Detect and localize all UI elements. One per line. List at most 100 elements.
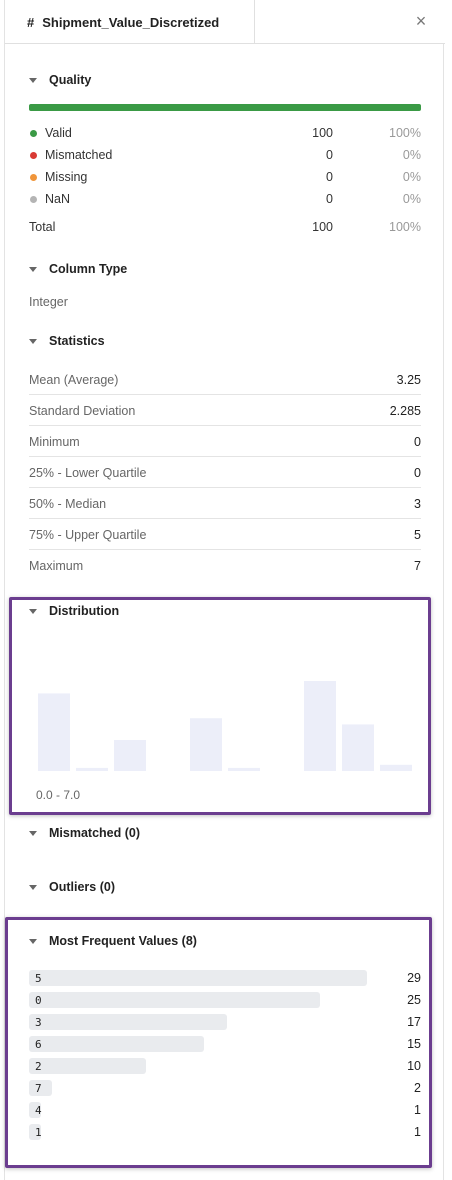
statistic-value: 5 <box>414 528 421 542</box>
column-profile-panel: # Shipment_Value_Discretized × Quality V… <box>4 0 445 1180</box>
status-dot-icon <box>30 174 37 181</box>
statistic-label: Minimum <box>29 435 80 449</box>
frequent-value-label: 3 <box>35 1016 42 1029</box>
frequent-value-row[interactable]: 3 17 <box>29 1014 421 1030</box>
frequent-value-count: 17 <box>407 1015 421 1029</box>
frequent-value-row[interactable]: 5 29 <box>29 970 421 986</box>
most-frequent-section-header[interactable]: Most Frequent Values (8) <box>29 934 197 948</box>
statistic-value: 3 <box>414 497 421 511</box>
caret-down-icon <box>29 830 37 836</box>
statistic-row: Maximum 7 <box>29 550 421 581</box>
frequent-value-label: 7 <box>35 1082 42 1095</box>
statistic-row: 25% - Lower Quartile 0 <box>29 457 421 488</box>
statistic-label: 25% - Lower Quartile <box>29 466 147 480</box>
frequency-bar <box>29 1124 41 1140</box>
quality-label: Mismatched <box>45 148 113 162</box>
frequency-bar <box>29 1014 227 1030</box>
statistic-row: Mean (Average) 3.25 <box>29 364 421 395</box>
histogram-bar[interactable] <box>38 693 70 771</box>
tab-bar: # Shipment_Value_Discretized × <box>5 0 445 44</box>
caret-down-icon <box>29 938 37 944</box>
histogram-bar[interactable] <box>342 724 374 771</box>
frequency-bar <box>29 970 367 986</box>
caret-down-icon <box>29 77 37 83</box>
statistic-label: 50% - Median <box>29 497 107 511</box>
mismatched-section-header[interactable]: Mismatched (0) <box>29 826 140 840</box>
quality-bar <box>29 104 421 111</box>
statistic-value: 0 <box>414 466 421 480</box>
statistic-label: Standard Deviation <box>29 404 136 418</box>
histogram-bar[interactable] <box>114 740 146 771</box>
quality-count: 100 <box>312 126 333 140</box>
frequency-bar <box>29 1102 41 1118</box>
quality-label: Missing <box>45 170 88 184</box>
statistic-row: Minimum 0 <box>29 426 421 457</box>
frequency-bar <box>29 992 320 1008</box>
quality-section-header[interactable]: Quality <box>29 73 91 87</box>
statistic-label: 75% - Upper Quartile <box>29 528 147 542</box>
histogram-bar[interactable] <box>304 681 336 771</box>
quality-percent: 100% <box>389 126 421 140</box>
statistic-value: 0 <box>414 435 421 449</box>
histogram-bar[interactable] <box>76 767 108 771</box>
distribution-section-header[interactable]: Distribution <box>29 604 119 618</box>
statistic-row: 50% - Median 3 <box>29 488 421 519</box>
histogram-bar[interactable] <box>190 718 222 771</box>
frequent-value-label: 4 <box>35 1104 42 1117</box>
frequent-value-row[interactable]: 6 15 <box>29 1036 421 1052</box>
frequent-value-label: 0 <box>35 994 42 1007</box>
quality-percent: 0% <box>402 148 421 162</box>
histogram-bar[interactable] <box>380 764 412 771</box>
quality-total-row: Total 100 100% <box>29 219 421 237</box>
statistic-row: 75% - Upper Quartile 5 <box>29 519 421 550</box>
frequent-value-label: 5 <box>35 972 42 985</box>
quality-row: NaN 0 0% <box>29 191 421 209</box>
statistic-label: Maximum <box>29 559 84 573</box>
statistic-value: 2.285 <box>389 404 421 418</box>
distribution-range-label: 0.0 - 7.0 <box>36 788 81 802</box>
close-icon[interactable]: × <box>415 11 427 31</box>
column-type-section-header[interactable]: Column Type <box>29 262 127 276</box>
column-tab[interactable]: # Shipment_Value_Discretized <box>5 0 255 44</box>
caret-down-icon <box>29 338 37 344</box>
status-dot-icon <box>30 130 37 137</box>
frequency-bar <box>29 1080 52 1096</box>
statistics-title: Statistics <box>49 334 105 348</box>
frequent-value-label: 6 <box>35 1038 42 1051</box>
frequent-value-row[interactable]: 2 10 <box>29 1058 421 1074</box>
numeric-type-icon: # <box>27 14 35 30</box>
frequent-value-label: 2 <box>35 1060 42 1073</box>
caret-down-icon <box>29 266 37 272</box>
outliers-section-header[interactable]: Outliers (0) <box>29 880 115 894</box>
histogram-bar[interactable] <box>228 767 260 771</box>
column-title: Shipment_Value_Discretized <box>42 14 220 30</box>
quality-percent: 0% <box>402 170 421 184</box>
quality-row: Mismatched 0 0% <box>29 147 421 165</box>
quality-count: 0 <box>326 148 333 162</box>
quality-row: Valid 100 100% <box>29 125 421 143</box>
total-label: Total <box>29 220 56 234</box>
most-frequent-highlight-box <box>5 917 432 1168</box>
quality-label: NaN <box>45 192 71 206</box>
distribution-histogram <box>38 681 412 771</box>
frequent-value-count: 15 <box>407 1037 421 1051</box>
frequent-value-count: 25 <box>407 993 421 1007</box>
quality-count: 0 <box>326 170 333 184</box>
status-dot-icon <box>30 152 37 159</box>
statistic-label: Mean (Average) <box>29 373 119 387</box>
total-percent: 100% <box>389 220 421 234</box>
most-frequent-title: Most Frequent Values (8) <box>49 934 197 948</box>
mismatched-title: Mismatched (0) <box>49 826 140 840</box>
distribution-highlight-box <box>9 597 431 815</box>
frequent-value-row[interactable]: 0 25 <box>29 992 421 1008</box>
caret-down-icon <box>29 884 37 890</box>
frequent-value-count: 10 <box>407 1059 421 1073</box>
outliers-title: Outliers (0) <box>49 880 115 894</box>
statistic-value: 7 <box>414 559 421 573</box>
distribution-title: Distribution <box>49 604 120 618</box>
quality-label: Valid <box>45 126 72 140</box>
statistics-section-header[interactable]: Statistics <box>29 334 105 348</box>
